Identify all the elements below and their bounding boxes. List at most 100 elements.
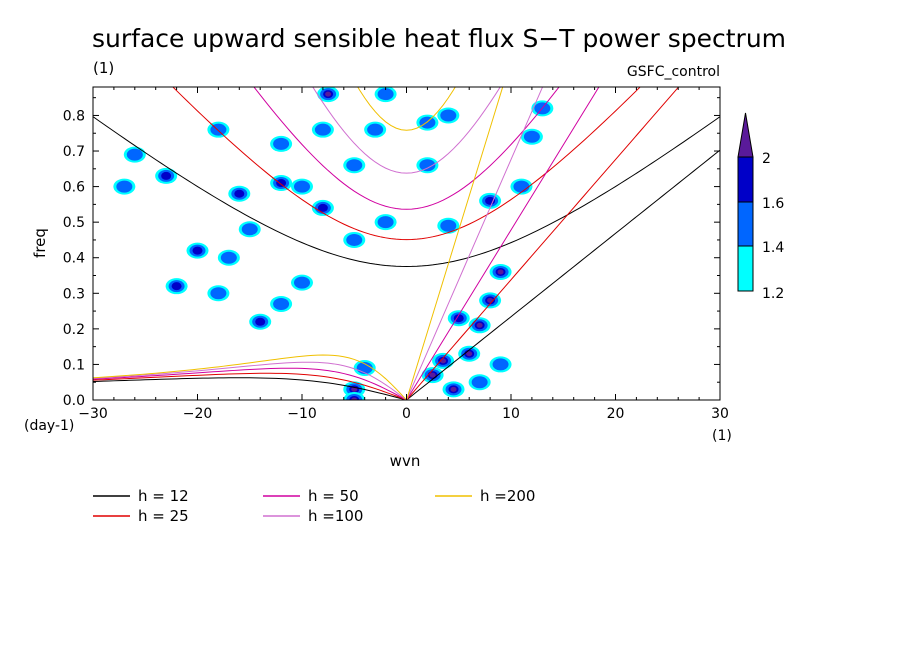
- rossby-curve-h100: [93, 361, 407, 400]
- contour-level: [314, 123, 331, 136]
- y-tick-label: 0.6: [63, 180, 85, 196]
- x-tick-label: 30: [711, 406, 729, 422]
- y-axis-label: freq: [31, 228, 49, 258]
- contour-level: [294, 276, 310, 289]
- contour-level: [317, 203, 328, 212]
- contour-level: [351, 397, 358, 400]
- dispersion-curve-layer: [93, 87, 720, 400]
- contour-level: [276, 179, 287, 188]
- contour-blob: [479, 292, 502, 309]
- contour-blob: [479, 192, 502, 209]
- rossby-curve-h12: [93, 377, 407, 400]
- contour-blob: [343, 392, 366, 400]
- contour-blob: [238, 221, 261, 238]
- legend-label: h = 50: [308, 487, 359, 505]
- y-tick-label: 0.2: [63, 322, 85, 338]
- x-tick-label: 0: [402, 406, 411, 422]
- colorbar-triangle: [737, 112, 754, 158]
- contour-level: [513, 180, 530, 193]
- contour-level: [346, 159, 363, 172]
- contour-level: [471, 376, 488, 389]
- colorbar-segment: [737, 245, 754, 292]
- colorbar-segment: [737, 201, 754, 247]
- contour-level: [492, 358, 509, 371]
- colorbar-label: 2: [762, 151, 771, 167]
- contour-blob: [442, 381, 465, 398]
- contour-blob: [437, 107, 460, 124]
- colorbar-label: 1.2: [762, 286, 784, 302]
- kelvin-curve-h50: [406, 87, 600, 400]
- contour-blob: [155, 167, 178, 184]
- kelvin-curve-h100: [406, 87, 544, 400]
- contour-level: [241, 223, 258, 236]
- contour-level: [220, 251, 237, 264]
- rossby-curve-h200: [93, 354, 407, 400]
- contour-blob: [228, 185, 251, 202]
- contour-blob: [343, 231, 366, 248]
- contour-level: [466, 351, 473, 357]
- colorbar: 1.2 1.4 1.6 2: [737, 112, 784, 302]
- contour-blob: [249, 313, 272, 330]
- contour-level: [453, 314, 464, 323]
- title-units: (1): [93, 59, 114, 77]
- legend-label: h =200: [480, 487, 535, 505]
- contour-blob: [374, 214, 397, 231]
- contour-level: [497, 269, 504, 275]
- colorbar-label: 1.6: [762, 196, 784, 212]
- contour-blob: [291, 274, 313, 291]
- contour-level: [346, 233, 363, 246]
- x-tick-label: −30: [78, 406, 108, 422]
- contour-level: [171, 282, 182, 291]
- contour-level: [367, 123, 384, 136]
- contour-blob: [489, 356, 512, 373]
- contour-blob: [270, 135, 293, 152]
- contour-blob: [270, 295, 293, 312]
- contour-blob: [343, 157, 366, 174]
- contour-level: [255, 317, 266, 326]
- kelvin-curve-h25: [406, 87, 680, 400]
- gravity-curve-h100: [312, 87, 501, 174]
- contour-level: [377, 88, 394, 101]
- contour-level: [325, 91, 332, 97]
- legend-label: h =100: [308, 507, 363, 525]
- chart-title: surface upward sensible heat flux S−T po…: [92, 24, 786, 53]
- kelvin-curve-h12: [406, 149, 720, 400]
- contour-blob: [364, 121, 387, 138]
- x-axis-units: (1): [712, 428, 732, 444]
- contour-level: [192, 246, 203, 255]
- contour-blob: [270, 175, 293, 192]
- gravity-curve-h12: [93, 116, 720, 267]
- contour-blob: [468, 374, 491, 391]
- contour-level: [126, 148, 143, 161]
- contour-blob: [113, 178, 136, 195]
- y-tick-label: 0.0: [63, 393, 85, 409]
- y-tick-label: 0.8: [63, 108, 85, 124]
- contour-blob: [186, 242, 209, 259]
- contour-level: [273, 297, 290, 310]
- y-tick-label: 0.7: [63, 144, 85, 160]
- contour-level: [523, 130, 540, 143]
- gravity-curve-h200: [357, 87, 456, 131]
- contour-blob: [416, 157, 439, 174]
- contour-blob: [217, 249, 240, 266]
- rossby-curve-h50: [93, 367, 407, 400]
- contour-blob: [165, 278, 188, 295]
- contour-level: [419, 116, 436, 129]
- contour-level: [440, 219, 457, 232]
- colorbar-label: 1.4: [762, 240, 784, 256]
- y-tick-label: 0.5: [63, 215, 85, 231]
- contour-level: [294, 180, 310, 193]
- gravity-curve-h50: [253, 87, 560, 210]
- x-axis-label: wvn: [390, 452, 421, 470]
- contour-blob: [437, 217, 460, 234]
- x-tick-label: 20: [607, 406, 625, 422]
- contour-level: [476, 322, 483, 328]
- colorbar-segment: [737, 156, 754, 203]
- legend-label: h = 12: [138, 487, 189, 505]
- contour-level: [234, 189, 245, 198]
- legend-label: h = 25: [138, 507, 189, 525]
- contour-level: [161, 171, 172, 180]
- contour-level: [210, 287, 227, 300]
- contour-level: [273, 137, 290, 150]
